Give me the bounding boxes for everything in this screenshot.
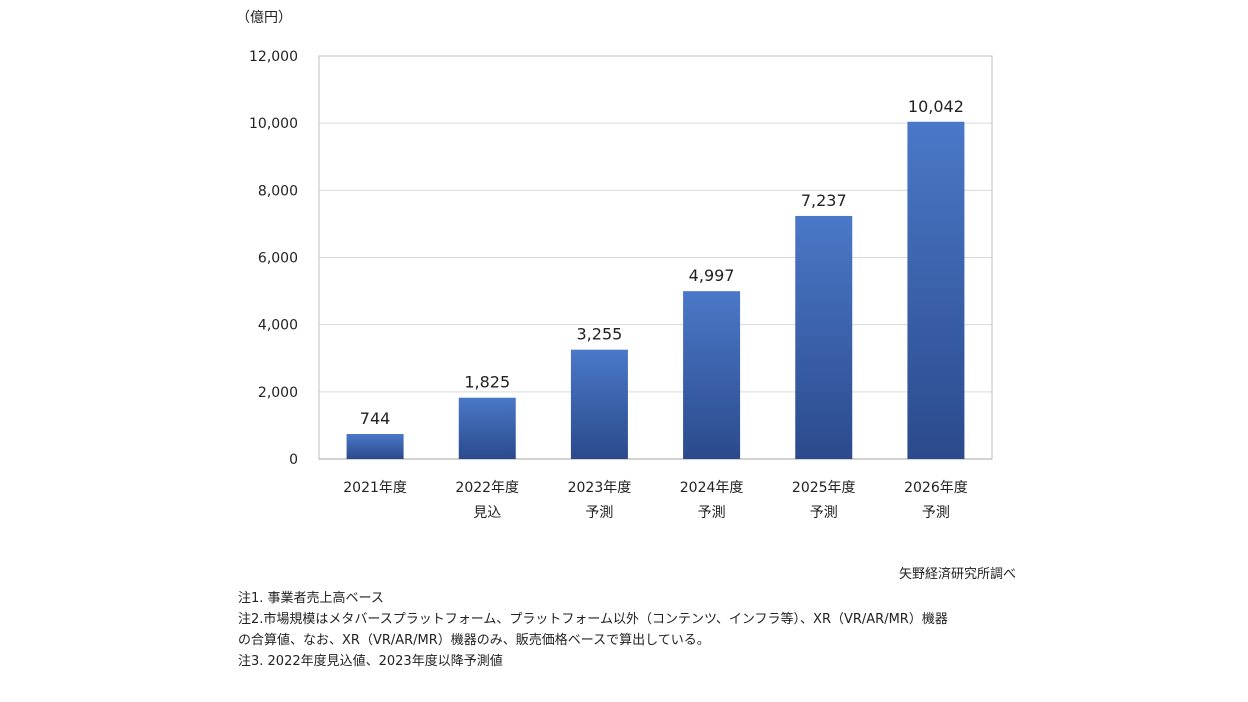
y-tick-label: 2,000: [258, 385, 298, 401]
x-category-label: 見込: [473, 505, 501, 521]
x-category-label: 2024年度: [680, 480, 744, 496]
note-2: 注2.市場規模はメタバースプラットフォーム、プラットフォーム以外（コンテンツ、イ…: [238, 612, 948, 627]
bar: [683, 291, 741, 459]
y-tick-label: 6,000: [258, 251, 298, 267]
note-2-continued: の合算値、なお、XR（VR/AR/MR）機器のみ、販売価格ベースで算出している。: [238, 633, 710, 648]
x-category-label: 2022年度: [455, 480, 519, 496]
bar: [570, 349, 628, 459]
data-label: 1,825: [464, 373, 510, 392]
y-tick-label: 8,000: [258, 183, 298, 199]
y-tick-label: 10,000: [249, 116, 298, 132]
note-3: 注3. 2022年度見込値、2023年度以降予測値: [238, 654, 503, 669]
data-label: 7,237: [801, 191, 847, 210]
bar: [346, 434, 404, 459]
data-label: 744: [360, 409, 391, 428]
x-category-label: 2023年度: [568, 480, 632, 496]
bar: [907, 121, 965, 459]
y-tick-label: 12,000: [249, 49, 298, 65]
y-tick-label: 4,000: [258, 318, 298, 334]
note-1: 注1. 事業者売上高ベース: [238, 591, 384, 606]
x-category-label: 予測: [922, 505, 950, 521]
bar: [795, 215, 853, 459]
x-category-label: 2026年度: [904, 480, 968, 496]
data-label: 10,042: [908, 97, 964, 116]
bar-chart: （億円） 0 2,000 4,000 6,000 8,000 10,000 12,000 7…: [236, 10, 993, 521]
x-category-label: 予測: [698, 505, 726, 521]
source-credit: 矢野経済研究所調べ: [898, 567, 1016, 582]
x-category-label: 予測: [585, 505, 613, 521]
x-category-label: 2021年度: [343, 480, 407, 496]
x-category-label: 2025年度: [792, 480, 856, 496]
x-category-label: 予測: [810, 505, 838, 521]
data-label: 4,997: [689, 266, 735, 285]
y-axis-unit-label: （億円）: [236, 10, 292, 26]
data-label: 3,255: [577, 325, 623, 344]
notes: 注1. 事業者売上高ベース 注2.市場規模はメタバースプラットフォーム、プラット…: [238, 588, 948, 672]
y-tick-label: 0: [289, 452, 298, 468]
bar: [458, 397, 516, 459]
